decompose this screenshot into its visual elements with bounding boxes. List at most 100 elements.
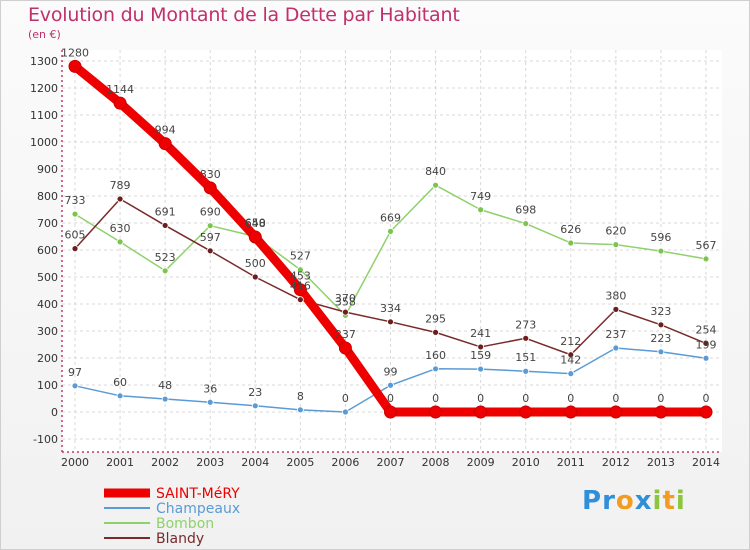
data-label: 237: [605, 328, 626, 341]
data-point: [432, 365, 439, 373]
y-tick-label: 100: [37, 379, 58, 392]
data-point: [432, 181, 439, 189]
data-point: [387, 381, 394, 389]
data-point: [519, 405, 533, 419]
chart-unit-label: (en €): [28, 28, 61, 41]
data-label: 295: [425, 312, 446, 325]
data-label: 160: [425, 349, 446, 362]
x-tick-label: 2012: [602, 456, 630, 469]
legend-label: Bombon: [156, 516, 214, 532]
data-label: 650: [245, 217, 266, 230]
data-point: [116, 238, 124, 246]
y-tick-label: 0: [51, 406, 58, 419]
data-point: [702, 255, 710, 263]
data-label: 23: [248, 386, 262, 399]
data-label: 151: [515, 351, 536, 364]
data-label: 0: [703, 392, 710, 405]
data-label: 733: [65, 194, 86, 207]
data-label: 597: [200, 231, 221, 244]
data-point: [702, 340, 710, 347]
logo-letter: x: [634, 486, 653, 516]
data-label: 453: [290, 270, 311, 283]
data-point: [657, 348, 665, 356]
y-tick-label: 200: [37, 352, 58, 365]
logo-letter: o: [615, 486, 635, 516]
chart-title: Evolution du Montant de la Dette par Hab…: [28, 4, 460, 26]
data-label: 97: [68, 366, 82, 379]
x-tick-label: 2007: [377, 456, 405, 469]
data-point: [71, 382, 79, 390]
data-point: [248, 230, 262, 244]
data-label: 334: [380, 302, 401, 315]
data-point: [296, 296, 304, 304]
data-point: [113, 96, 127, 110]
data-point: [567, 239, 575, 247]
data-label: 60: [113, 376, 127, 389]
y-tick-label: 1000: [30, 136, 58, 149]
data-label: 237: [335, 328, 356, 341]
data-label: 567: [696, 239, 717, 252]
data-point: [657, 321, 665, 329]
data-point: [474, 405, 488, 419]
y-tick-label: 500: [37, 271, 58, 284]
y-tick-label: 700: [37, 217, 58, 230]
data-label: 212: [560, 335, 581, 348]
data-point: [384, 405, 397, 419]
data-point: [387, 227, 394, 235]
data-label: 416: [290, 280, 311, 293]
data-point: [158, 137, 172, 151]
data-label: 669: [380, 211, 401, 224]
x-tick-label: 2011: [557, 456, 585, 469]
y-tick-label: 900: [37, 163, 58, 176]
data-label: 830: [200, 168, 221, 181]
data-point: [612, 344, 620, 352]
y-tick-label: 1100: [30, 109, 58, 122]
data-label: 48: [158, 379, 172, 392]
data-point: [657, 247, 665, 255]
data-label: 1144: [106, 83, 134, 96]
data-point: [338, 341, 352, 355]
x-tick-label: 2000: [61, 456, 89, 469]
y-tick-label: 400: [37, 298, 58, 311]
data-point: [68, 59, 82, 73]
data-label: 254: [696, 323, 717, 336]
x-tick-label: 2005: [286, 456, 314, 469]
data-point: [71, 210, 79, 218]
data-point: [342, 308, 349, 316]
legend-label: Champeaux: [156, 501, 240, 517]
data-label: 370: [335, 292, 356, 305]
data-point: [116, 392, 124, 400]
data-point: [522, 334, 530, 342]
data-label: 596: [650, 231, 671, 244]
data-label: 523: [155, 251, 176, 264]
y-tick-label: -100: [33, 433, 58, 446]
y-tick-label: 1200: [30, 82, 58, 95]
data-point: [251, 402, 259, 410]
data-label: 605: [65, 229, 86, 242]
data-label: 0: [567, 392, 574, 405]
data-point: [477, 343, 485, 351]
data-label: 691: [155, 205, 176, 218]
data-point: [296, 406, 304, 414]
data-point: [161, 267, 169, 275]
y-tick-label: 300: [37, 325, 58, 338]
data-label: 648: [245, 217, 266, 230]
data-point: [206, 222, 214, 230]
y-tick-label: 1300: [30, 55, 58, 68]
data-point: [612, 305, 620, 313]
data-label: 99: [384, 365, 398, 378]
data-label: 500: [245, 257, 266, 270]
data-label: 994: [155, 124, 176, 137]
x-tick-label: 2001: [106, 456, 134, 469]
logo-letter: i: [675, 486, 686, 516]
data-label: 36: [203, 382, 217, 395]
logo-letter: i: [652, 486, 663, 516]
data-label: 0: [522, 392, 529, 405]
data-point: [567, 351, 575, 359]
x-tick-label: 2009: [467, 456, 495, 469]
data-label: 0: [657, 392, 664, 405]
data-point: [522, 220, 530, 227]
x-tick-label: 2004: [241, 456, 269, 469]
x-tick-label: 2006: [331, 456, 359, 469]
